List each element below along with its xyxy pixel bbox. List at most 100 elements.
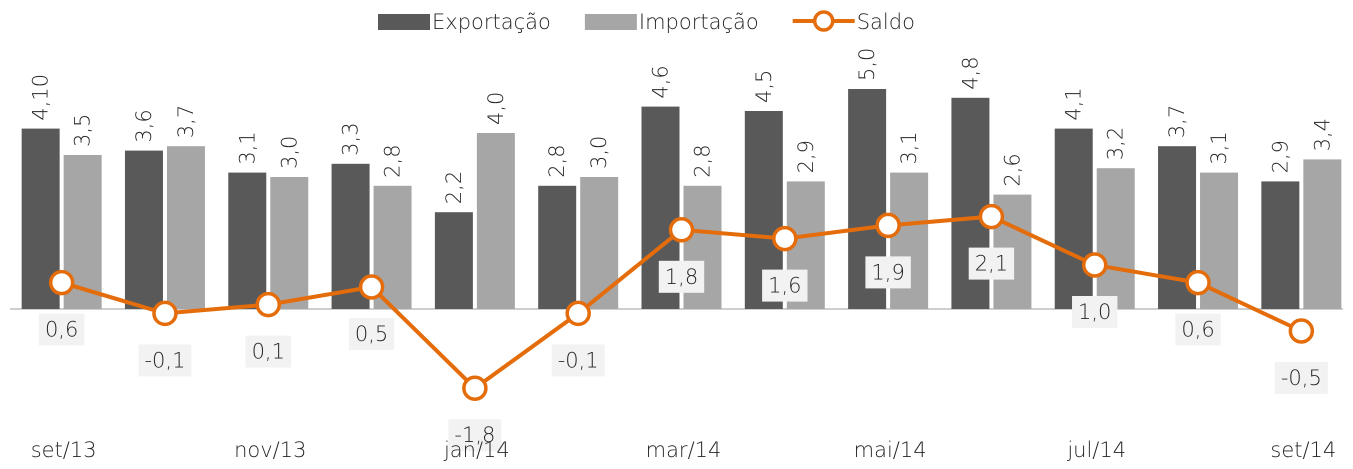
line-value-label-text: 0,5 bbox=[355, 322, 388, 346]
bar bbox=[476, 133, 515, 309]
bar-value-label: 2,9 bbox=[1268, 140, 1292, 173]
bar bbox=[228, 172, 267, 309]
line-marker bbox=[772, 225, 798, 252]
bar-value-label: 4,5 bbox=[752, 70, 776, 103]
line-value-label: 0,6 bbox=[38, 313, 85, 346]
line-value-label-text: 1,8 bbox=[665, 265, 698, 289]
line-value-label-text: 1,0 bbox=[1078, 300, 1111, 324]
bar-value-label: 3,6 bbox=[132, 109, 156, 142]
line-marker bbox=[152, 300, 178, 327]
line-value-label: -0,1 bbox=[138, 344, 192, 377]
bar-value-label: 2,8 bbox=[381, 144, 405, 177]
bar-value-label: 4,8 bbox=[958, 56, 982, 89]
bar-value-label: 3,1 bbox=[897, 131, 921, 164]
bar bbox=[1261, 181, 1300, 309]
bar-value-label: 2,9 bbox=[794, 140, 818, 173]
line-value-label-text: -1,8 bbox=[454, 423, 495, 447]
line-value-label-text: 1,6 bbox=[768, 274, 801, 298]
line-value-label: 0,6 bbox=[1175, 313, 1221, 346]
label-background bbox=[138, 344, 192, 377]
bar-value-label: 3,2 bbox=[1104, 127, 1128, 160]
line-value-label: 1,9 bbox=[865, 256, 911, 289]
line-value-label: 0,5 bbox=[348, 318, 395, 350]
x-tick-label: jul/14 bbox=[1066, 438, 1126, 462]
bar-value-label: 4,0 bbox=[484, 92, 508, 125]
bar bbox=[1303, 159, 1342, 309]
line-marker bbox=[462, 375, 488, 401]
line-marker bbox=[1081, 252, 1108, 278]
x-tick-label: mai/14 bbox=[854, 438, 927, 462]
x-tick-label: mar/14 bbox=[646, 438, 722, 462]
line-marker bbox=[1185, 269, 1211, 296]
line-marker bbox=[668, 217, 695, 243]
bar-value-label: 4,1 bbox=[1062, 87, 1086, 120]
bar bbox=[434, 212, 473, 309]
bar-value-label: 3,3 bbox=[339, 122, 363, 155]
x-tick-label: jan/14 bbox=[443, 438, 510, 462]
label-background bbox=[968, 247, 1015, 280]
label-background bbox=[448, 419, 502, 452]
line-marker bbox=[565, 300, 591, 327]
bar bbox=[270, 177, 309, 309]
line-marker bbox=[978, 203, 1005, 230]
label-background bbox=[1072, 296, 1118, 328]
bar-value-label: 4,6 bbox=[649, 65, 673, 98]
legend-label: Exportação bbox=[432, 10, 551, 34]
line-value-label: 1,8 bbox=[658, 260, 705, 293]
bar bbox=[1054, 128, 1093, 309]
bar bbox=[1096, 168, 1135, 309]
bar bbox=[124, 150, 163, 309]
line-value-label: 0,1 bbox=[245, 335, 291, 368]
line-value-label-text: 1,9 bbox=[871, 260, 904, 284]
label-background bbox=[245, 335, 291, 368]
bar-value-label: 2,6 bbox=[1000, 153, 1024, 186]
line-value-label-text: -0,1 bbox=[144, 348, 185, 372]
line-value-label: 2,1 bbox=[968, 247, 1015, 280]
bar-value-label: 3,1 bbox=[1207, 131, 1231, 164]
line-marker bbox=[875, 212, 901, 239]
legend-swatch bbox=[378, 14, 430, 30]
bar-value-label: 3,5 bbox=[71, 114, 95, 147]
bar-value-label: 3,7 bbox=[174, 105, 198, 138]
line-value-label-text: -0,1 bbox=[558, 348, 599, 372]
bar-value-label: 3,0 bbox=[277, 136, 301, 169]
legend-label: Importação bbox=[639, 10, 759, 34]
line-value-label: -0,5 bbox=[1274, 362, 1328, 394]
line-marker bbox=[48, 269, 75, 296]
line-marker bbox=[358, 274, 385, 300]
bar-value-label: 3,1 bbox=[235, 131, 259, 164]
line-marker bbox=[255, 291, 282, 318]
bar-value-label: 3,4 bbox=[1310, 118, 1334, 151]
line-value-label-text: 0,6 bbox=[1181, 318, 1214, 342]
bar-value-label: 5,0 bbox=[855, 48, 879, 81]
label-background bbox=[1175, 313, 1221, 346]
legend-marker bbox=[812, 10, 835, 32]
line-value-label: -0,1 bbox=[551, 344, 605, 377]
bar-value-label: 3,7 bbox=[1165, 105, 1189, 138]
bar-value-label: 2,2 bbox=[442, 171, 466, 204]
bar bbox=[890, 172, 929, 309]
bar-value-label: 2,8 bbox=[545, 144, 569, 177]
legend-swatch bbox=[584, 14, 637, 30]
label-background bbox=[1274, 362, 1328, 394]
bar bbox=[580, 177, 619, 309]
label-background bbox=[865, 256, 911, 289]
bar-value-label: 3,0 bbox=[587, 136, 611, 169]
bar bbox=[166, 146, 205, 309]
bar bbox=[538, 185, 577, 309]
x-tick-label: set/14 bbox=[1270, 438, 1336, 462]
label-background bbox=[348, 318, 395, 350]
line-value-label-text: 2,1 bbox=[975, 252, 1008, 276]
line-marker bbox=[1288, 318, 1315, 344]
line-value-label-text: 0,1 bbox=[252, 340, 285, 364]
line-value-label: -1,8 bbox=[448, 419, 502, 452]
line-value-label: 1,6 bbox=[762, 269, 808, 302]
line-value-label: 1,0 bbox=[1072, 296, 1118, 328]
x-tick-label: nov/13 bbox=[234, 438, 306, 462]
label-background bbox=[658, 260, 705, 293]
bar-value-label: 4,10 bbox=[29, 74, 53, 121]
line-value-label-text: -0,5 bbox=[1281, 366, 1322, 390]
line-value-label-text: 0,6 bbox=[45, 318, 78, 342]
label-background bbox=[38, 313, 85, 346]
